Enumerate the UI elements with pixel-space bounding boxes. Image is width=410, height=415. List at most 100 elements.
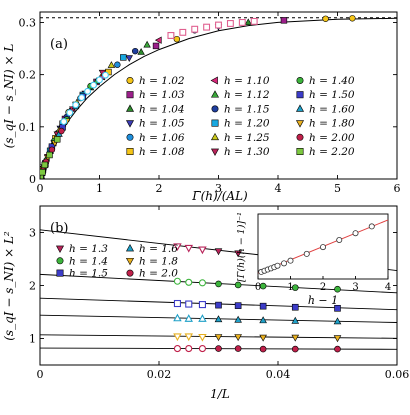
data-point [114,61,121,68]
data-point [173,299,181,308]
data-point [173,35,181,43]
data-point [234,302,242,309]
data-point [173,277,181,285]
panel-a-x-axis-label: Γ̄(h)/(AL) [191,189,248,203]
data-point [214,315,223,323]
inset-points [258,223,375,275]
legend-entry-marker [296,77,304,85]
inset-x-tick-label: 0 [255,282,261,293]
data-point [154,36,162,44]
x-tick-label: 0.02 [147,368,172,381]
legend-entry-marker [211,119,219,127]
data-point [179,28,187,36]
legend-entry-label: h = 1.15 [224,103,270,115]
data-point [234,334,242,342]
legend-entry-label: h = 1.12 [224,89,270,101]
data-point [152,42,160,50]
inset-data-point [287,257,294,264]
data-point [291,284,299,291]
data-point [291,316,300,324]
legend-entry-marker [125,104,135,112]
data-point [244,18,252,26]
data-point [215,345,222,352]
data-point [226,20,234,27]
data-point [215,301,222,309]
data-point [203,23,211,31]
data-point [238,18,246,26]
panel-b-y-ticks: 1 2 3 [29,227,397,346]
legend-entry-marker [126,269,134,277]
inset-x-axis-label: h − 1 [308,294,338,307]
legend-entry-label: h = 1.60 [309,103,355,115]
data-point [291,345,299,353]
legend-entry-label: h = 1.25 [224,132,270,144]
data-point [184,314,193,322]
legend-entry-label: h = 2.00 [309,132,355,144]
legend-entry-label: h = 1.50 [309,89,355,101]
panel-a-x-ticks: 0 1 2 3 4 5 6 [37,12,401,195]
inset-x-ticks: 0 1 2 3 4 [255,276,391,293]
panel-a-label: (a) [50,37,68,52]
data-point [191,25,199,33]
legend-entry-label: h = 1.08 [139,146,185,158]
data-point [198,314,207,322]
inset-data-point [280,260,287,267]
y-tick-label: 0.3 [19,16,37,29]
legend-entry-marker [210,76,218,85]
data-point [198,345,206,353]
legend-entry-label: h = 1.5 [69,268,108,280]
data-point [334,345,341,353]
inset-data-point [368,223,375,230]
legend-entry-label: h = 1.03 [139,89,185,101]
legend-entry-marker [295,104,305,112]
data-point [333,317,342,325]
panel-b-x-axis-label: 1/L [210,387,230,401]
data-point [333,335,342,343]
legend-entry-label: h = 1.04 [139,103,185,115]
data-point [291,334,300,342]
panel-a-legend: h = 1.02 h = 1.03 h = 1.04 h = 1.05 h = 1.06… [125,75,355,158]
data-point [132,47,139,55]
legend-entry-label: h = 1.80 [309,118,355,130]
legend-entry-marker [125,244,135,252]
x-tick-label: 0.06 [385,368,410,381]
panel-a: 0 1 2 3 4 5 6 0 0.1 0.2 0.3 (a) Γ̄(h)/(AL) (s_qI … [2,11,401,203]
data-point [198,279,206,287]
inset-data-point [319,244,326,251]
panel-b-legend: h = 1.3h = 1.4h = 1.5 h = 1.6h = 1.8h = 2… [55,243,178,280]
inset-y-axis-label: [Γ̄(h)(h − 1)]⁻¹ [236,212,247,282]
data-point [46,151,53,159]
legend-entry-label: h = 1.40 [309,75,355,87]
data-point [54,136,61,143]
panel-a-points [40,15,356,179]
legend-entry-label: h = 1.6 [139,243,178,255]
legend-entry-marker [296,91,304,99]
data-point [349,15,356,22]
y-tick-label: 0 [29,173,36,186]
legend-entry-marker [56,257,64,265]
panel-b: 0 0.02 0.04 0.06 1 2 3 (b) 1/L (s_qI − s_NI) … [2,205,410,401]
panel-b-label: (b) [50,221,68,236]
panel-b-x-ticks: 0 0.02 0.04 0.06 [37,206,410,381]
panel-a-y-ticks: 0 0.1 0.2 0.3 [19,16,397,186]
data-point [250,17,258,25]
inset-data-point [352,230,359,237]
data-point [214,334,223,342]
data-point [167,32,175,39]
legend-entry-marker [210,148,220,156]
x-tick-label: 3 [215,182,222,195]
data-point [60,118,68,126]
legend-entry-marker [211,105,219,113]
data-point [334,304,341,312]
legend-entry-label: h = 1.05 [139,118,185,130]
x-tick-label: 0.04 [266,368,291,381]
x-tick-label: 0 [37,182,44,195]
data-point [101,71,109,79]
data-point [215,280,222,288]
data-point [198,333,207,342]
legend-entry-marker [126,91,134,99]
inset: 0 1 2 3 4 h − 1 [Γ̄(h)(h − 1)]⁻¹ [236,212,391,307]
data-point [234,250,242,258]
